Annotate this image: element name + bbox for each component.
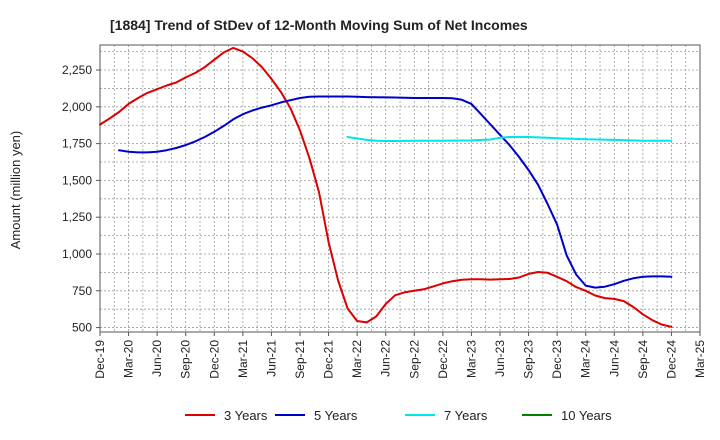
y-tick-label: 500 <box>72 321 92 335</box>
y-axis-ticks: 500 750 1,000 1,250 1,500 1,750 2,000 2,250 <box>62 63 100 335</box>
x-tick-label: Dec-21 <box>322 340 336 379</box>
x-tick-label: Jun-20 <box>150 340 164 377</box>
x-tick-label: Jun-24 <box>607 340 621 377</box>
x-axis-ticks: Dec-19 Mar-20 Jun-20 Sep-20 Dec-20 Mar-21 Jun-… <box>93 332 707 379</box>
y-axis-label: Amount (million yen) <box>8 131 23 250</box>
x-tick-label: Dec-24 <box>664 340 678 379</box>
x-tick-label: Sep-21 <box>293 340 307 379</box>
x-tick-label: Mar-21 <box>236 340 250 378</box>
x-tick-label: Sep-20 <box>179 340 193 379</box>
legend: 3 Years 5 Years 7 Years 10 Years <box>185 408 612 423</box>
y-tick-label: 2,000 <box>62 100 92 114</box>
y-tick-label: 1,250 <box>62 210 92 224</box>
x-tick-label: Sep-22 <box>407 340 421 379</box>
series-line-3-years <box>99 46 673 328</box>
legend-label-3-years: 3 Years <box>224 408 268 423</box>
y-tick-label: 1,000 <box>62 247 92 261</box>
x-tick-label: Mar-23 <box>464 340 478 378</box>
chart-title: [1884] Trend of StDev of 12-Month Moving… <box>110 17 528 33</box>
series-line-5-years <box>118 95 673 289</box>
grid-lines <box>99 45 701 332</box>
x-tick-label: Jun-23 <box>493 340 507 377</box>
x-tick-label: Dec-22 <box>436 340 450 379</box>
legend-label-10-years: 10 Years <box>561 408 612 423</box>
y-tick-label: 1,750 <box>62 137 92 151</box>
x-tick-label: Mar-22 <box>350 340 364 378</box>
x-tick-label: Jun-22 <box>379 340 393 377</box>
x-tick-label: Dec-20 <box>207 340 221 379</box>
legend-label-7-years: 7 Years <box>444 408 488 423</box>
x-tick-label: Mar-25 <box>693 340 707 378</box>
series-line-7-years <box>346 136 673 142</box>
x-tick-label: Sep-23 <box>522 340 536 379</box>
plot-area-frame <box>99 44 701 333</box>
legend-label-5-years: 5 Years <box>314 408 358 423</box>
x-tick-label: Dec-19 <box>93 340 107 379</box>
y-tick-label: 2,250 <box>62 63 92 77</box>
x-tick-label: Mar-20 <box>122 340 136 378</box>
x-tick-label: Jun-21 <box>264 340 278 377</box>
x-tick-label: Sep-24 <box>636 340 650 379</box>
x-tick-label: Dec-23 <box>550 340 564 379</box>
x-tick-label: Mar-24 <box>579 340 593 378</box>
y-tick-label: 750 <box>72 284 92 298</box>
y-tick-label: 1,500 <box>62 173 92 187</box>
series-lines <box>99 46 673 328</box>
